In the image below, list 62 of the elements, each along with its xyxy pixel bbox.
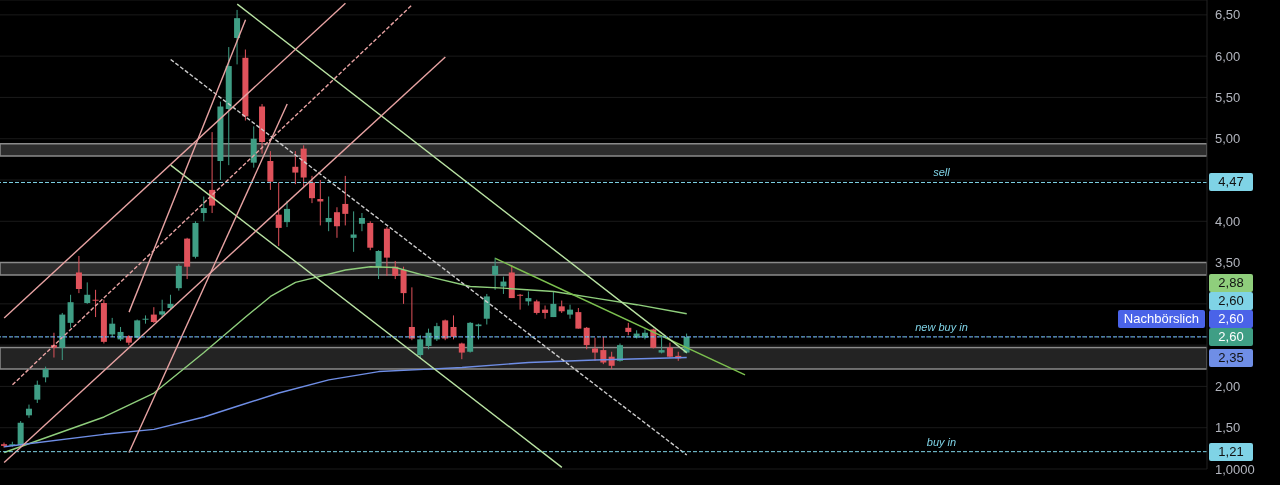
candlestick — [575, 307, 582, 330]
y-tick-label: 1,0000 — [1215, 461, 1255, 477]
candlestick — [267, 150, 274, 191]
y-tick-label: 3,50 — [1215, 255, 1241, 271]
candlestick — [284, 200, 291, 228]
candlestick — [616, 342, 623, 363]
line-series — [3, 266, 688, 454]
candlestick — [375, 249, 382, 280]
candlestick — [350, 210, 357, 253]
candlestick — [417, 334, 424, 359]
candlestick — [67, 294, 74, 329]
candlestick — [592, 337, 599, 362]
candlestick — [275, 181, 282, 247]
candlestick — [109, 317, 116, 338]
candlestick — [175, 263, 182, 292]
y-tick-label: 1,50 — [1215, 420, 1241, 436]
candlestick — [1, 442, 7, 449]
annotation: 4,47 — [1209, 173, 1253, 192]
y-tick-label: 2,00 — [1215, 379, 1241, 395]
candlestick — [408, 286, 415, 341]
candlestick — [342, 175, 349, 226]
candlestick — [542, 305, 549, 320]
candlestick — [92, 289, 99, 318]
text: 2,60 — [1209, 291, 1253, 310]
candlestick — [17, 420, 24, 448]
y-tick-label: 5,00 — [1215, 131, 1241, 147]
candlestick — [325, 196, 332, 232]
candlestick — [25, 404, 32, 419]
candlestick — [34, 380, 41, 404]
ref-line-label: new buy in — [915, 320, 968, 333]
candlestick — [200, 196, 207, 222]
candlestick — [492, 257, 499, 291]
candlestick — [159, 299, 166, 319]
y-tick-label: 4,00 — [1215, 213, 1241, 229]
text: 2,60 — [1209, 309, 1253, 328]
candlestick — [400, 266, 407, 305]
text: 2,88 — [1209, 273, 1253, 292]
candlestick — [550, 290, 557, 318]
candlestick — [142, 314, 149, 325]
y-tick-label: 6,00 — [1215, 48, 1241, 64]
candlestick — [234, 9, 241, 65]
candlestick — [333, 206, 340, 239]
ref-line-label: buy in — [926, 435, 957, 448]
candlestick — [250, 125, 257, 169]
candlestick — [308, 175, 315, 204]
ref-line-label: sell — [933, 166, 951, 179]
candlestick — [84, 281, 91, 305]
annotation: 2,60 — [1209, 327, 1253, 346]
annotation: 1,21 — [1209, 442, 1253, 461]
candlestick — [358, 212, 365, 232]
annotation: 2,35 — [1209, 348, 1253, 367]
candlestick — [292, 150, 299, 185]
annotation: Nachbörslich — [1117, 309, 1205, 328]
candlestick — [483, 293, 490, 325]
y-tick-label: 5,50 — [1215, 90, 1241, 106]
candlestick — [583, 326, 590, 350]
candlestick — [75, 255, 82, 294]
y-tick-label: 6,50 — [1215, 7, 1241, 23]
line-series — [3, 356, 688, 448]
candlestick — [517, 293, 524, 311]
candlestick — [450, 314, 457, 340]
candlestick — [567, 304, 574, 320]
